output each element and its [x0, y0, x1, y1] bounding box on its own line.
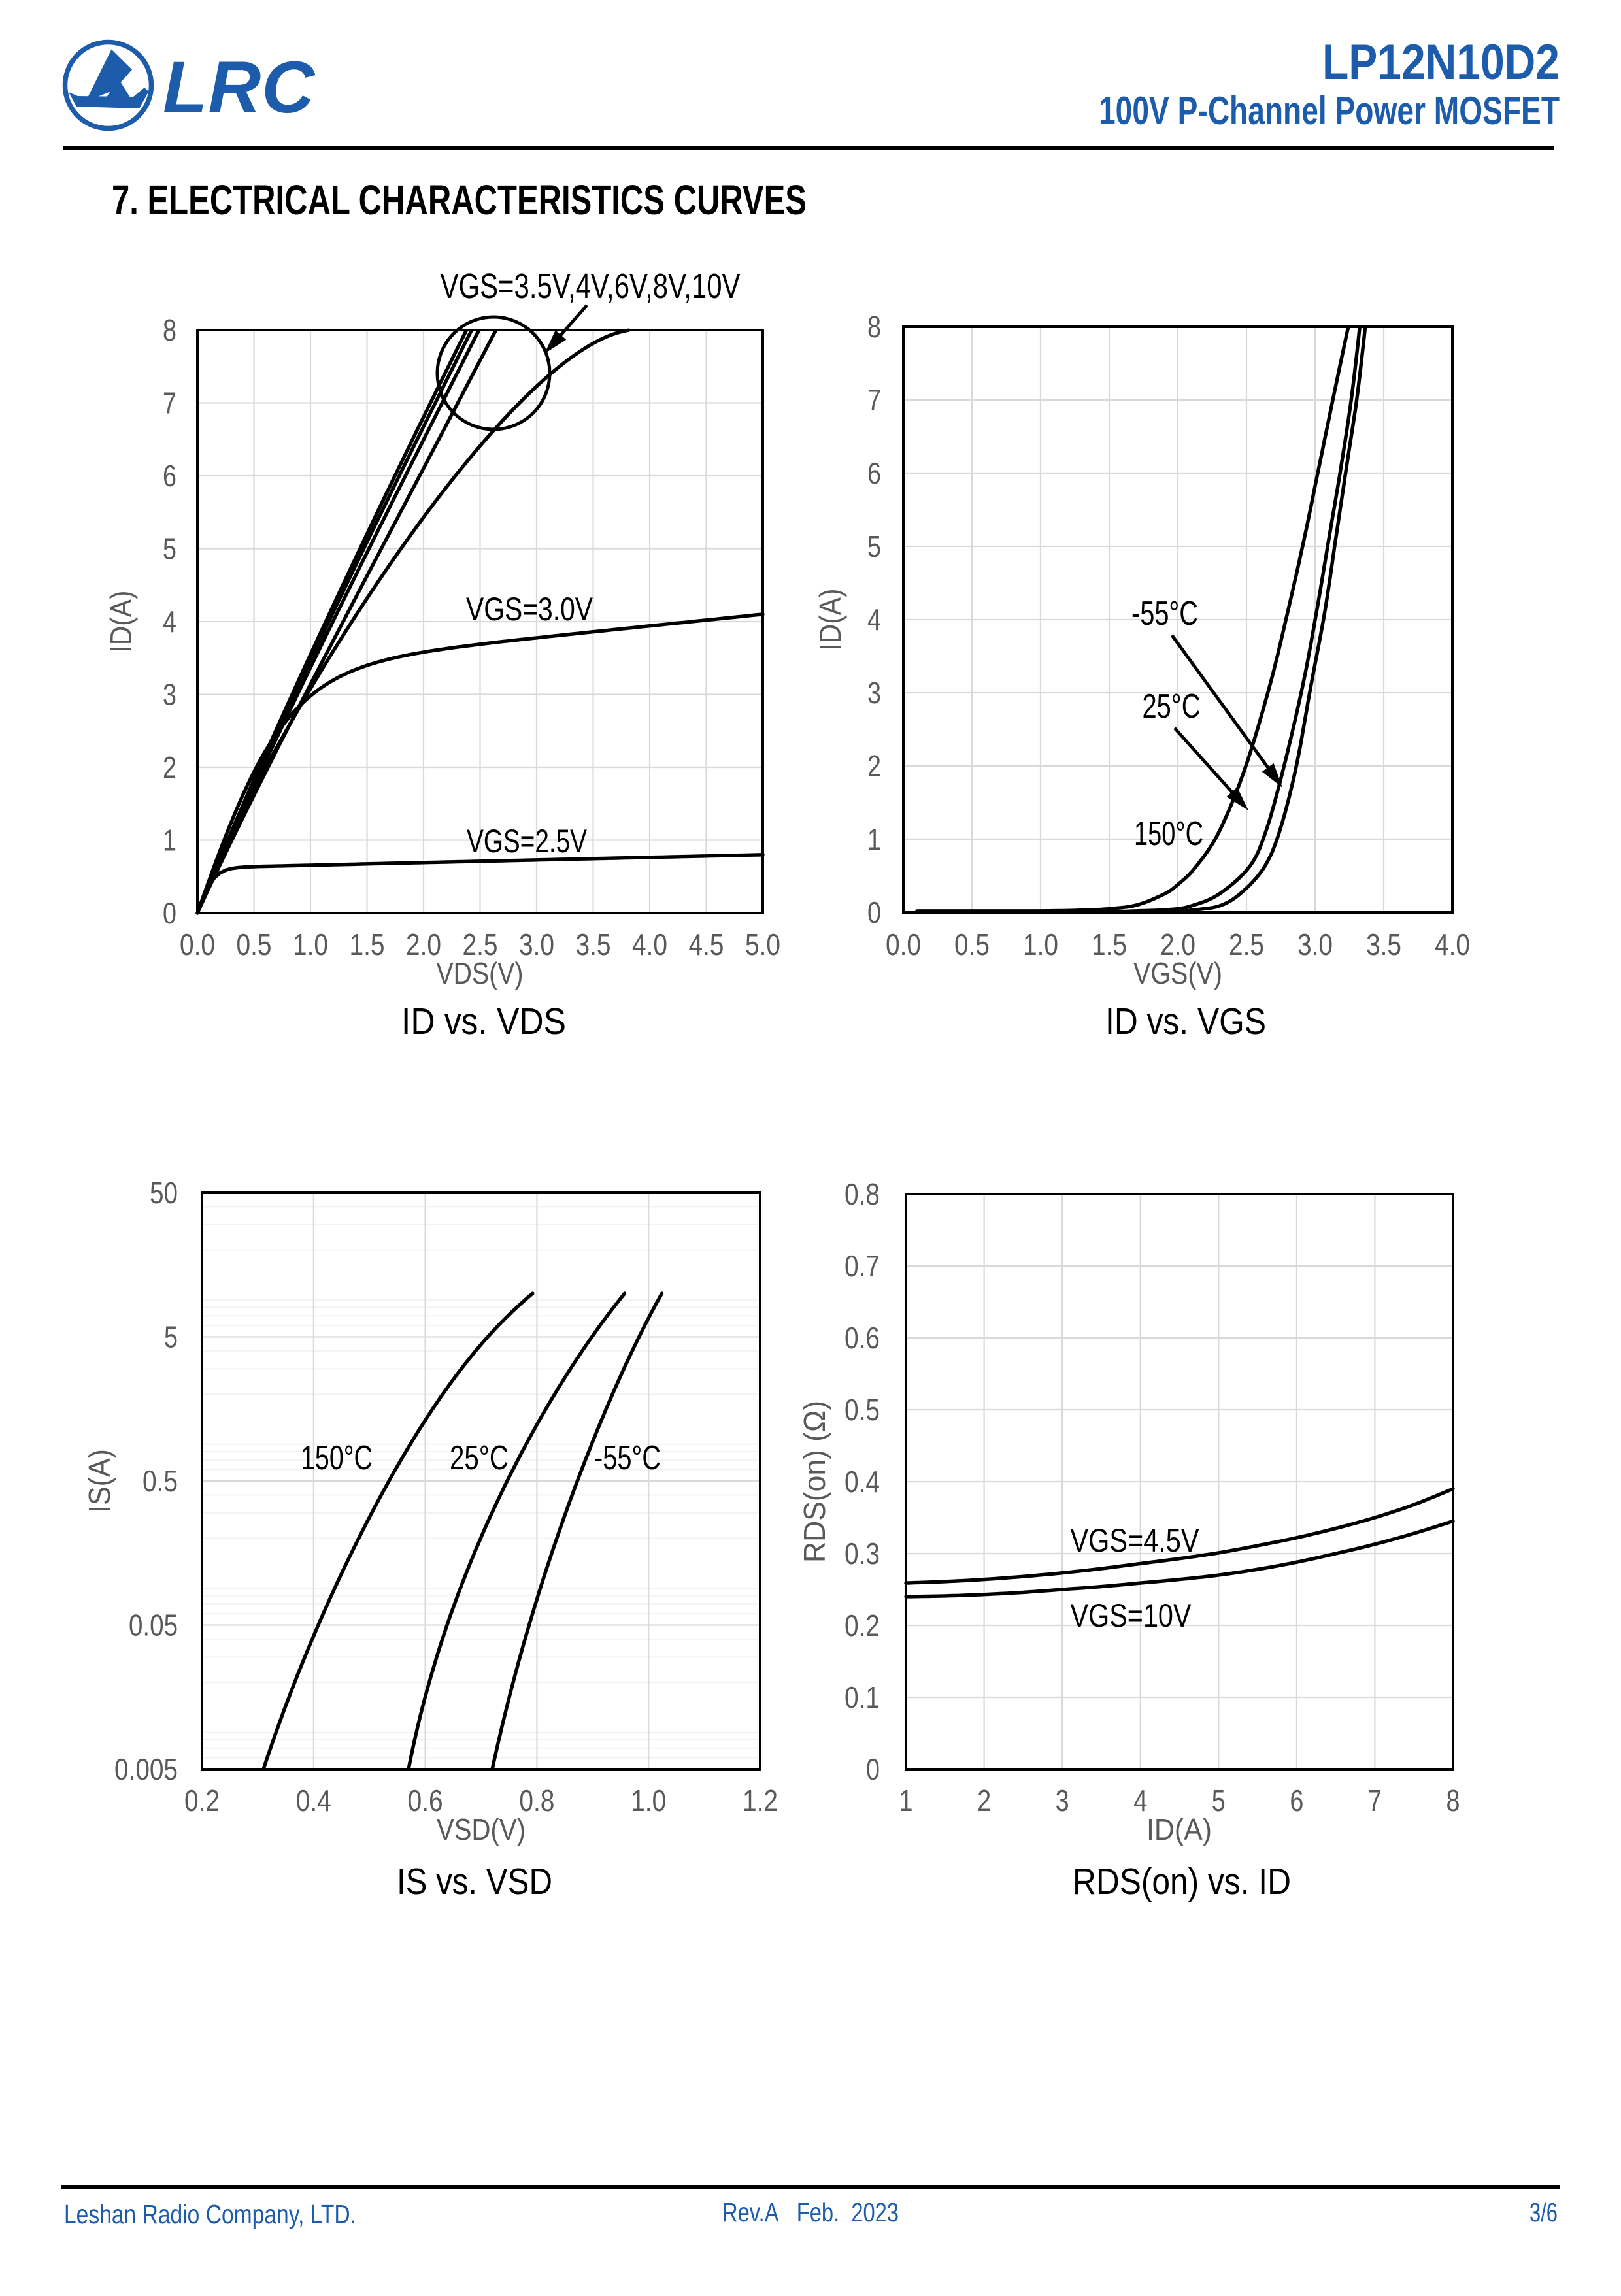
svg-text:0.0: 0.0: [180, 927, 215, 961]
svg-text:0: 0: [866, 1752, 880, 1786]
svg-text:Rev.A Feb. 2023: Rev.A Feb. 2023: [722, 2197, 899, 2227]
svg-text:1.0: 1.0: [1023, 927, 1058, 961]
svg-text:2: 2: [867, 749, 881, 783]
svg-text:VGS=4.5V: VGS=4.5V: [1071, 1522, 1200, 1559]
svg-text:RDS(on) (Ω): RDS(on) (Ω): [797, 1401, 831, 1563]
svg-text:0.5: 0.5: [844, 1393, 880, 1427]
svg-text:1: 1: [899, 1784, 913, 1818]
svg-text:-55°C: -55°C: [594, 1439, 661, 1477]
svg-text:VSD(V): VSD(V): [437, 1812, 526, 1846]
svg-text:0.4: 0.4: [844, 1465, 880, 1499]
svg-text:2: 2: [977, 1784, 991, 1818]
svg-text:0: 0: [867, 895, 881, 929]
svg-text:0.6: 0.6: [408, 1784, 443, 1818]
svg-text:0.3: 0.3: [844, 1537, 880, 1571]
svg-text:0.2: 0.2: [844, 1608, 880, 1642]
svg-text:4: 4: [163, 605, 176, 639]
svg-text:VGS=2.5V: VGS=2.5V: [467, 823, 587, 859]
svg-text:VGS=3.0V: VGS=3.0V: [466, 591, 593, 627]
svg-text:2: 2: [163, 750, 176, 784]
svg-text:0.1: 0.1: [844, 1680, 880, 1714]
svg-text:7. ELECTRICAL CHARACTERISTICS: 7. ELECTRICAL CHARACTERISTICS CURVES: [112, 176, 807, 224]
svg-text:3: 3: [867, 676, 881, 710]
svg-text:VGS(V): VGS(V): [1133, 956, 1222, 990]
svg-text:4: 4: [1133, 1784, 1147, 1818]
svg-text:7: 7: [163, 386, 176, 420]
svg-text:0.4: 0.4: [296, 1784, 331, 1818]
svg-text:0.5: 0.5: [142, 1464, 178, 1498]
svg-text:0.0: 0.0: [886, 927, 921, 961]
svg-text:25°C: 25°C: [450, 1439, 509, 1477]
svg-text:150°C: 150°C: [1134, 815, 1203, 853]
svg-text:1: 1: [163, 824, 176, 857]
svg-text:3.5: 3.5: [576, 927, 611, 961]
svg-text:VDS(V): VDS(V): [437, 956, 524, 990]
svg-text:Leshan Radio Company, LTD.: Leshan Radio Company, LTD.: [64, 2199, 356, 2229]
svg-text:25°C: 25°C: [1143, 688, 1201, 725]
svg-text:ID(A): ID(A): [1146, 1812, 1212, 1846]
svg-text:8: 8: [867, 310, 881, 344]
svg-text:3/6: 3/6: [1529, 2197, 1558, 2227]
svg-text:0.005: 0.005: [114, 1752, 178, 1786]
svg-text:5: 5: [164, 1320, 178, 1354]
svg-text:4: 4: [867, 603, 881, 637]
svg-text:5: 5: [163, 532, 176, 566]
svg-text:1.2: 1.2: [743, 1784, 778, 1818]
svg-text:4.5: 4.5: [689, 927, 724, 961]
svg-text:3: 3: [1056, 1784, 1069, 1818]
svg-text:0: 0: [163, 896, 176, 930]
svg-text:2.5: 2.5: [463, 927, 498, 961]
svg-text:ID(A): ID(A): [813, 589, 847, 651]
svg-text:5: 5: [867, 529, 881, 563]
svg-text:4.0: 4.0: [632, 927, 667, 961]
svg-text:50: 50: [150, 1176, 178, 1210]
svg-text:1: 1: [867, 822, 881, 856]
svg-text:7: 7: [1368, 1784, 1382, 1818]
svg-text:2.5: 2.5: [1229, 927, 1264, 961]
svg-text:5: 5: [1212, 1784, 1226, 1818]
svg-text:1.0: 1.0: [631, 1784, 666, 1818]
svg-text:3.0: 3.0: [519, 927, 554, 961]
svg-text:1.0: 1.0: [293, 927, 328, 961]
svg-text:3: 3: [163, 678, 176, 712]
svg-text:0.7: 0.7: [844, 1249, 880, 1283]
svg-text:2.0: 2.0: [1160, 927, 1195, 961]
svg-text:VGS=3.5V,4V,6V,8V,10V: VGS=3.5V,4V,6V,8V,10V: [441, 267, 741, 306]
svg-text:0.5: 0.5: [954, 927, 990, 961]
svg-text:6: 6: [163, 459, 176, 493]
svg-text:IS vs. VSD: IS vs. VSD: [397, 1861, 552, 1903]
svg-text:4.0: 4.0: [1435, 927, 1470, 961]
svg-text:7: 7: [867, 383, 881, 417]
svg-text:IS(A): IS(A): [82, 1449, 116, 1513]
svg-text:100V P-Channel Power MOSFET: 100V P-Channel Power MOSFET: [1099, 89, 1560, 133]
svg-text:0.6: 0.6: [844, 1321, 880, 1355]
svg-text:2.0: 2.0: [406, 927, 441, 961]
svg-text:ID(A): ID(A): [104, 591, 138, 653]
svg-text:VGS=10V: VGS=10V: [1071, 1597, 1192, 1634]
svg-text:3.0: 3.0: [1297, 927, 1333, 961]
svg-text:ID vs. VDS: ID vs. VDS: [401, 1001, 566, 1042]
svg-text:1.5: 1.5: [1092, 927, 1127, 961]
svg-text:LRC: LRC: [163, 46, 316, 128]
svg-text:0.8: 0.8: [844, 1177, 880, 1211]
svg-text:-55°C: -55°C: [1131, 595, 1198, 633]
svg-text:0.5: 0.5: [237, 927, 272, 961]
svg-text:5.0: 5.0: [745, 927, 780, 961]
svg-text:0.2: 0.2: [184, 1784, 220, 1818]
svg-text:0.05: 0.05: [129, 1608, 178, 1642]
svg-text:150°C: 150°C: [301, 1439, 373, 1477]
svg-text:RDS(on) vs. ID: RDS(on) vs. ID: [1073, 1861, 1291, 1903]
svg-text:8: 8: [163, 313, 176, 347]
svg-text:8: 8: [1446, 1784, 1460, 1818]
svg-text:0.8: 0.8: [519, 1784, 554, 1818]
svg-text:6: 6: [1290, 1784, 1303, 1818]
svg-text:1.5: 1.5: [350, 927, 385, 961]
svg-text:LP12N10D2: LP12N10D2: [1322, 35, 1560, 90]
svg-text:6: 6: [867, 456, 881, 490]
svg-text:ID vs. VGS: ID vs. VGS: [1105, 1001, 1266, 1042]
svg-text:3.5: 3.5: [1366, 927, 1401, 961]
